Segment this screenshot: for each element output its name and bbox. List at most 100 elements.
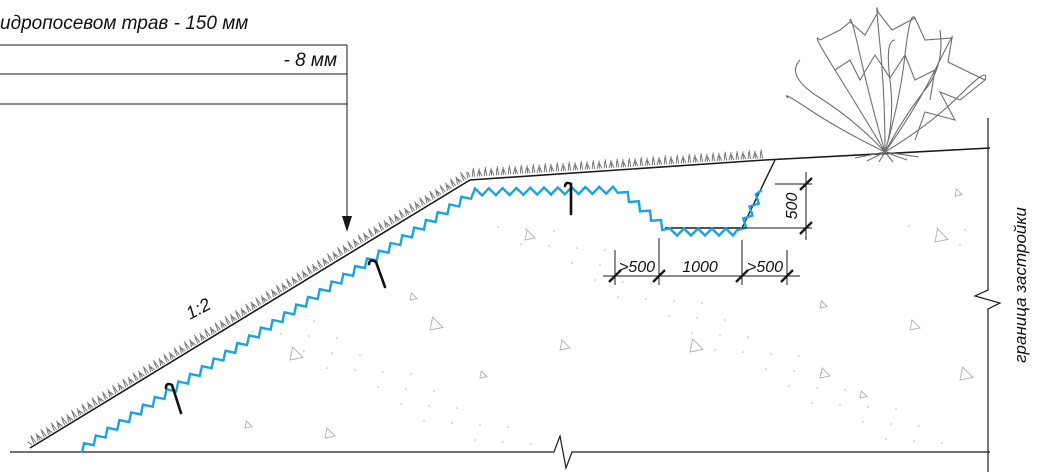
soil-dot (862, 421, 864, 423)
soil-dot (400, 403, 402, 405)
soil-dot (867, 406, 869, 408)
shrub-branches (785, 7, 987, 163)
callout-line-1: идропосевом трав - 150 мм (0, 13, 248, 34)
ground-baseline (10, 433, 990, 471)
soil-marker (909, 318, 922, 331)
soil-dot (303, 350, 305, 352)
soil-dot (844, 389, 846, 391)
soil-dot (456, 407, 458, 409)
dimension-horizontal (603, 238, 800, 285)
soil-dot (525, 228, 527, 230)
soil-dot (941, 442, 943, 444)
soil-dot (507, 426, 509, 428)
soil-marker (479, 369, 489, 379)
soil-dot (359, 354, 361, 356)
soil-dot (423, 420, 425, 422)
soil-dot (548, 245, 550, 247)
slope-ratio-label: 1:2 (182, 294, 213, 323)
dimension-berm-left: >500 (619, 259, 655, 276)
soil-dot (668, 315, 670, 317)
soil-dot (617, 296, 619, 298)
dimension-berm-right: >500 (747, 259, 783, 276)
soil-dot (497, 226, 499, 228)
soil-marker (959, 365, 975, 381)
soil-dot (701, 302, 703, 304)
soil-dot (650, 283, 652, 285)
soil-dot (885, 438, 887, 440)
soil-dot (308, 335, 310, 337)
soil-dot (793, 370, 795, 372)
soil-dot (798, 355, 800, 357)
soil-dot (280, 333, 282, 335)
soil-dot (252, 331, 254, 333)
soil-marker (429, 315, 445, 331)
soil-dot (627, 266, 629, 268)
soil-dot (576, 247, 578, 249)
soil-dot (913, 440, 915, 442)
soil-marker (244, 419, 254, 429)
dimension-depth (742, 172, 813, 240)
soil-marker (859, 389, 869, 399)
ditch-profile (665, 159, 776, 229)
soil-dot (336, 337, 338, 339)
callout-table (0, 44, 348, 222)
anchor-pin-icon (164, 382, 183, 415)
soil-marker (409, 291, 419, 301)
anchor-pin-icon (367, 259, 387, 289)
soil-dot (811, 402, 813, 404)
soil-dot (765, 368, 767, 370)
soil-dot (821, 372, 823, 374)
soil-dot (890, 423, 892, 425)
soil-marker (819, 366, 832, 379)
callout-arrowhead (342, 216, 352, 232)
soil-dot (285, 318, 287, 320)
soil-dot (908, 225, 910, 227)
geogrid-layer (80, 184, 763, 454)
soil-dot (719, 334, 721, 336)
anchor-pin-icon (563, 181, 573, 216)
soil-dot (377, 386, 379, 388)
soil-dot (553, 230, 555, 232)
soil-dot (502, 441, 504, 443)
soil-dot (530, 443, 532, 445)
soil-dot (673, 300, 675, 302)
grass-blades (27, 149, 764, 446)
soil-fill-marks (244, 187, 975, 445)
soil-dot (742, 351, 744, 353)
soil-dot (788, 385, 790, 387)
soil-dot (604, 249, 606, 251)
soil-dot (622, 281, 624, 283)
soil-dot (964, 229, 966, 231)
soil-dot (313, 320, 315, 322)
soil-marker (689, 337, 705, 353)
grass-cover (27, 149, 764, 446)
soil-marker (324, 426, 337, 439)
soil-dot (451, 422, 453, 424)
construction-border-line (973, 118, 1002, 472)
shrub-icon (785, 7, 987, 163)
soil-dot (714, 349, 716, 351)
soil-dot (645, 298, 647, 300)
anchor-pins (164, 181, 573, 415)
soil-dot (571, 262, 573, 264)
soil-marker (954, 187, 964, 197)
soil-marker (289, 345, 305, 361)
soil-dot (326, 367, 328, 369)
soil-dot (479, 424, 481, 426)
soil-dot (474, 439, 476, 441)
soil-marker (559, 338, 572, 351)
soil-dot (918, 425, 920, 427)
soil-dot (839, 404, 841, 406)
soil-dot (331, 352, 333, 354)
soil-dot (747, 336, 749, 338)
dimension-depth-label: 500 (784, 193, 801, 220)
callout-line-2: - 8 мм (283, 50, 337, 71)
soil-marker (524, 228, 537, 241)
soil-dot (520, 243, 522, 245)
soil-dot (433, 390, 435, 392)
soil-dot (696, 317, 698, 319)
soil-marker (934, 227, 950, 243)
soil-dot (936, 227, 938, 229)
soil-dot (816, 387, 818, 389)
